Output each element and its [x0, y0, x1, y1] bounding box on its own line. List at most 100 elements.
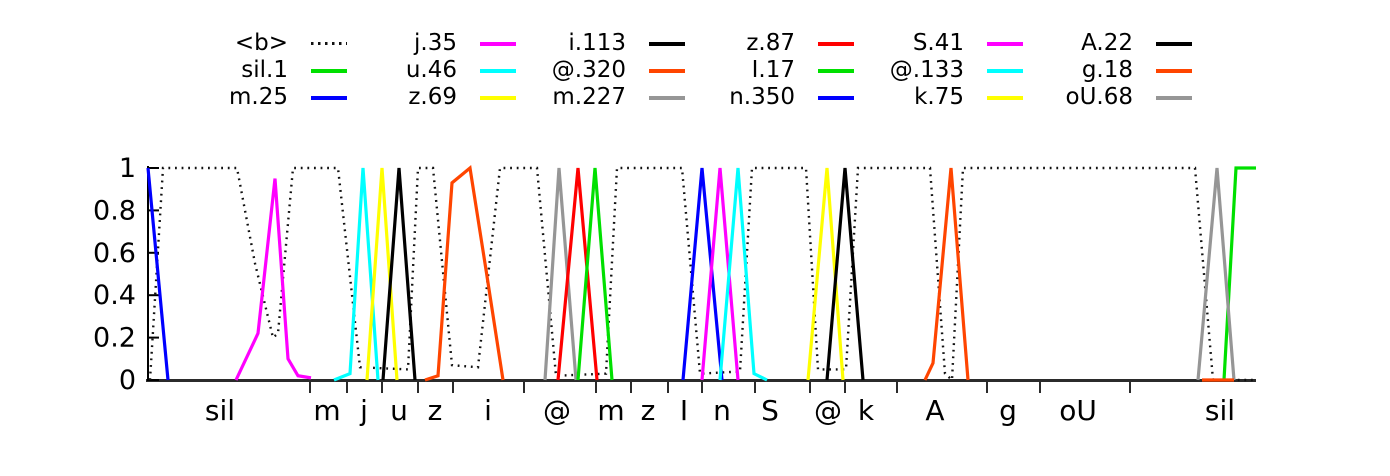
x-phoneme-label: u	[390, 394, 408, 427]
legend-entry: I.17	[685, 57, 854, 84]
legend-line-swatch	[311, 68, 347, 73]
legend-entry-label: z.69	[408, 84, 457, 110]
legend-entry: g.18	[1023, 57, 1192, 84]
y-tick-label: 0	[119, 365, 136, 396]
legend-entry-label: m.227	[552, 84, 626, 110]
x-phoneme-label: g	[999, 394, 1017, 427]
x-phoneme-label: A	[925, 394, 944, 427]
legend-dotted-line-swatch	[311, 42, 347, 45]
series-line-@.320	[424, 164, 505, 382]
series-line-k.75	[806, 167, 845, 381]
legend-entry: z.69	[347, 84, 516, 111]
legend-line-swatch	[1156, 41, 1192, 46]
x-phoneme-label: @	[814, 394, 842, 427]
series-line-g.18	[923, 167, 970, 381]
x-phoneme-label: sil	[1205, 394, 1235, 427]
legend-line-swatch	[649, 68, 685, 73]
x-phoneme-label: oU	[1059, 394, 1097, 427]
legend-line-swatch	[818, 41, 854, 46]
legend-entry: <b>	[178, 30, 347, 57]
legend-entry-label: k.75	[914, 84, 964, 110]
legend-entry-label: @.320	[551, 57, 626, 83]
legend-line-swatch	[987, 41, 1023, 46]
legend-line-swatch	[311, 95, 347, 100]
legend-column: z.87 I.17 n.350	[685, 30, 854, 111]
legend-line-swatch	[818, 68, 854, 73]
legend-entry-label: i.113	[568, 30, 626, 56]
series-layer	[146, 164, 1256, 383]
y-tick-label: 0.2	[93, 323, 136, 354]
legend-entry: sil.1	[178, 57, 347, 84]
x-phoneme-label: m	[313, 394, 340, 427]
legend-entry-label: sil.1	[241, 57, 288, 83]
legend-line-swatch	[1156, 68, 1192, 73]
legend-entry-label: oU.68	[1065, 84, 1133, 110]
series-line-i.113	[381, 167, 417, 381]
y-tick-label: 0.8	[93, 195, 136, 226]
y-tick-label: 1	[119, 153, 136, 184]
legend-entry: i.113	[516, 30, 685, 57]
x-phoneme-label: I	[680, 394, 688, 427]
legend-entry: k.75	[854, 84, 1023, 111]
legend-line-swatch	[818, 95, 854, 100]
legend-entry-label: z.87	[746, 30, 795, 56]
series-line-sil.1	[1222, 166, 1256, 381]
legend-entry-label: g.18	[1081, 57, 1133, 83]
legend-entry: m.25	[178, 84, 347, 111]
legend-entry: @.320	[516, 57, 685, 84]
legend-entry-label: @.133	[889, 57, 964, 83]
legend-column: A.22 g.18 oU.68	[1023, 30, 1192, 111]
legend-line-swatch	[649, 95, 685, 100]
legend-line-swatch	[480, 41, 516, 46]
x-phoneme-label: n	[713, 394, 731, 427]
legend-entry: n.350	[685, 84, 854, 111]
legend-line-swatch	[649, 41, 685, 46]
legend-column: j.35 u.46 z.69	[347, 30, 516, 111]
series-line-b	[148, 166, 1256, 383]
y-tick-label: 0.4	[93, 280, 136, 311]
series-line-m.25	[146, 167, 170, 381]
x-phoneme-label: @	[543, 394, 571, 427]
legend-entry-label: u.46	[405, 57, 457, 83]
series-line-oU.68	[1196, 167, 1236, 381]
series-line-j.35	[234, 178, 312, 381]
legend-entry-label: I.17	[751, 57, 795, 83]
legend-entry-label: m.25	[229, 84, 288, 110]
legend-column: i.113 @.320 m.227	[516, 30, 685, 111]
legend-entry: u.46	[347, 57, 516, 84]
legend-entry: m.227	[516, 84, 685, 111]
legend-line-swatch	[987, 68, 1023, 73]
series-line-I.17	[576, 167, 614, 381]
x-phoneme-label: sil	[205, 394, 235, 427]
legend-entry: oU.68	[1023, 84, 1192, 111]
legend-entry: @.133	[854, 57, 1023, 84]
legend-column: <b> sil.1 m.25	[178, 30, 347, 111]
series-line-n.350	[681, 167, 724, 381]
legend-line-swatch	[480, 95, 516, 100]
x-phoneme-label: k	[858, 394, 875, 427]
series-line-m.227	[543, 167, 578, 381]
legend-entry-label: n.350	[729, 84, 795, 110]
legend-entry: j.35	[347, 30, 516, 57]
axis-layer	[146, 166, 1256, 393]
chart-legend: <b> sil.1 m.25 j.35 u.46 z.69 i.113 @.320 m.227 z…	[178, 30, 1192, 111]
legend-entry-label: S.41	[912, 30, 964, 56]
legend-entry-label: <b>	[234, 30, 288, 56]
legend-entry: A.22	[1023, 30, 1192, 57]
legend-entry: S.41	[854, 30, 1023, 57]
x-phoneme-label: z	[428, 394, 443, 427]
series-line-@.133	[718, 167, 768, 382]
legend-line-swatch	[480, 68, 516, 73]
legend-column: S.41 @.133 k.75	[854, 30, 1023, 111]
legend-entry-label: j.35	[414, 30, 457, 56]
x-phoneme-label: j	[359, 394, 368, 427]
legend-entry: z.87	[685, 30, 854, 57]
x-phoneme-label: m	[597, 394, 624, 427]
series-line-S.41	[700, 167, 740, 381]
legend-line-swatch	[1156, 95, 1192, 100]
legend-entry-label: A.22	[1081, 30, 1133, 56]
series-line-z.69	[365, 167, 399, 381]
